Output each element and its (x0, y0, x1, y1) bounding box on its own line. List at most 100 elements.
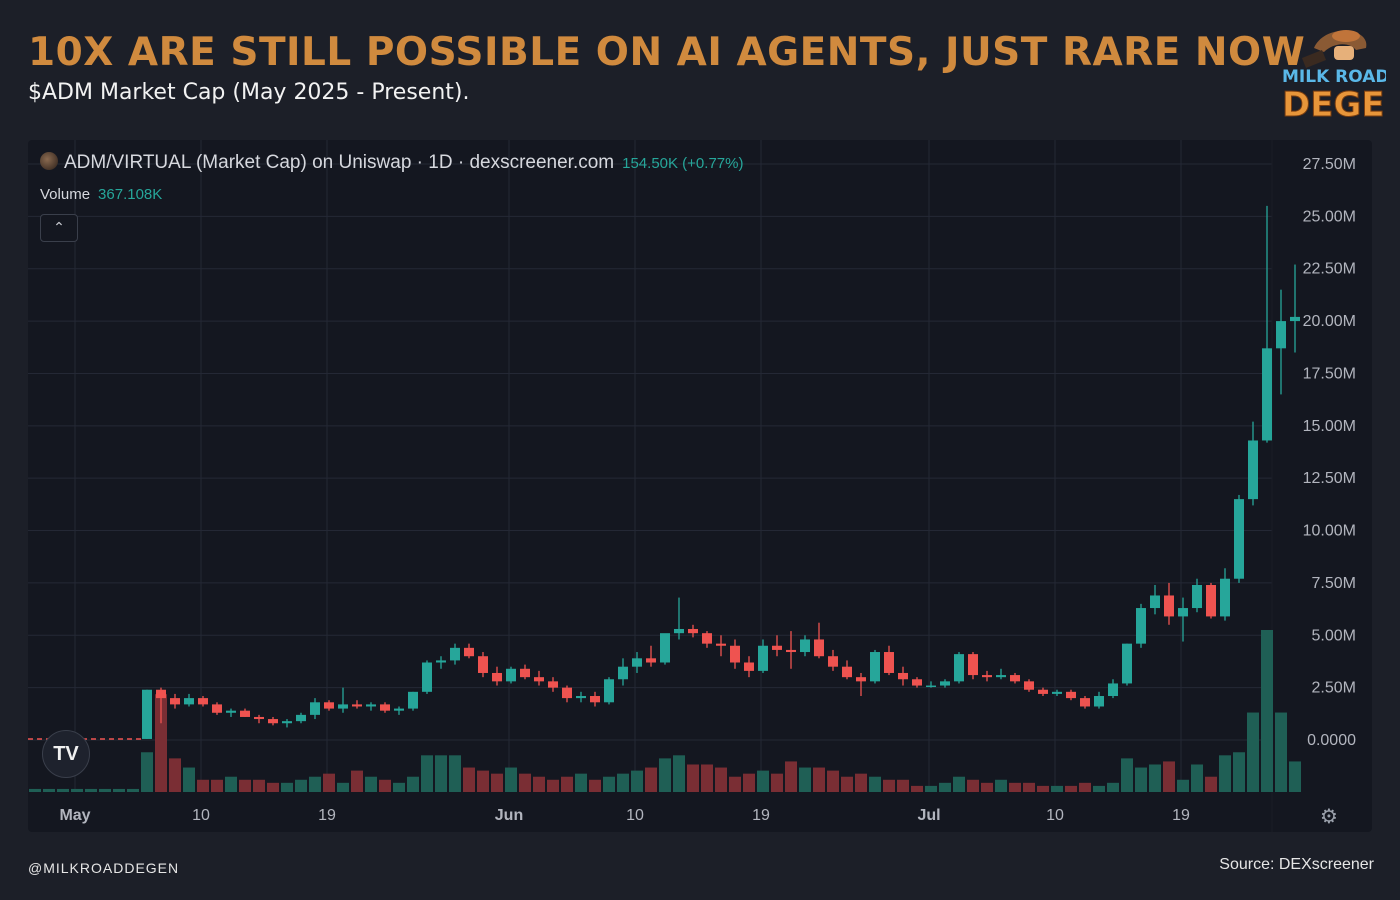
candle (1164, 595, 1174, 617)
candle (702, 633, 712, 644)
volume-label: Volume (40, 186, 91, 203)
candle (730, 645, 740, 663)
candle (226, 710, 236, 713)
candle (170, 698, 180, 705)
volume-bar (519, 773, 531, 792)
candle (1206, 585, 1216, 617)
candle (786, 649, 796, 653)
gear-icon[interactable]: ⚙ (1320, 804, 1338, 828)
candle (1066, 691, 1076, 699)
candle (1136, 608, 1146, 644)
volume-bar (883, 779, 895, 792)
volume-bar (995, 779, 1007, 792)
candle (520, 668, 530, 678)
y-tick-label: 12.50M (1303, 470, 1356, 487)
x-tick-label: Jul (917, 807, 940, 824)
candle (576, 696, 586, 699)
volume-bar (1079, 782, 1091, 792)
candle (1276, 321, 1286, 349)
candle (548, 681, 558, 688)
candle (1094, 696, 1104, 707)
candle (884, 652, 894, 673)
candle (758, 645, 768, 671)
y-tick-label: 7.50M (1312, 575, 1356, 592)
volume-bar (351, 770, 363, 792)
candle (562, 687, 572, 699)
volume-bar (533, 776, 545, 792)
volume-bar (169, 758, 181, 792)
volume-bar (1135, 767, 1147, 792)
volume-bar (1289, 761, 1301, 792)
volume-bar (1233, 752, 1245, 792)
y-tick-label: 2.50M (1312, 680, 1356, 697)
volume-bar (1219, 755, 1231, 792)
volume-bar (1261, 630, 1273, 792)
volume-bar (127, 788, 139, 792)
volume-bar (939, 782, 951, 792)
candle (422, 662, 432, 692)
svg-text:MILK ROAD: MILK ROAD (1282, 67, 1386, 87)
y-tick-label: 5.00M (1312, 627, 1356, 644)
y-tick-label: 22.50M (1303, 261, 1356, 278)
candle (856, 677, 866, 682)
volume-bar (631, 770, 643, 792)
volume-bar (323, 773, 335, 792)
candle (464, 647, 474, 657)
volume-bar (295, 779, 307, 792)
volume-bar (1037, 785, 1049, 792)
volume-bar (771, 773, 783, 792)
volume-bar (1009, 782, 1021, 792)
candle (478, 656, 488, 673)
chart-panel[interactable]: 0.0000 2.50M 5.00M 7.50M 10.00M 12.50M 15.00M 1… (28, 140, 1372, 832)
volume-bar (99, 788, 111, 792)
tradingview-logo[interactable]: TV (42, 730, 90, 778)
candle (366, 704, 376, 707)
volume-bar (701, 764, 713, 792)
volume-value: 367.108K (98, 186, 163, 203)
chevron-up-icon: ⌃ (53, 220, 65, 236)
volume-bar (1107, 782, 1119, 792)
volume-bar (743, 773, 755, 792)
volume-bar (547, 779, 559, 792)
token-avatar-icon (40, 152, 58, 170)
candle (310, 702, 320, 715)
candle (1248, 440, 1258, 500)
candle (408, 691, 418, 709)
svg-text:DEGEN: DEGEN (1282, 85, 1386, 125)
candle (268, 719, 278, 724)
x-tick-label: 19 (318, 807, 336, 824)
candle (1220, 578, 1230, 617)
candle (394, 708, 404, 711)
candle (1234, 499, 1244, 579)
y-tick-label: 15.00M (1303, 418, 1356, 435)
y-tick-label: 0.0000 (1307, 732, 1356, 749)
volume-bar (407, 776, 419, 792)
candle (184, 698, 194, 705)
candle (212, 704, 222, 713)
candle (800, 639, 810, 653)
volume-bar (617, 773, 629, 792)
volume-bar (211, 779, 223, 792)
candle (380, 704, 390, 711)
candle (1038, 689, 1048, 694)
candle (1122, 643, 1132, 684)
volume-bar (253, 779, 265, 792)
candlestick-chart[interactable]: 0.0000 2.50M 5.00M 7.50M 10.00M 12.50M 15.00M 1… (28, 140, 1372, 832)
candle (996, 675, 1006, 678)
candle (688, 628, 698, 634)
candle (1178, 608, 1188, 617)
x-tick-label: 10 (1046, 807, 1064, 824)
volume-bar (1163, 761, 1175, 792)
candle (1080, 698, 1090, 707)
candle (814, 639, 824, 657)
candle (282, 721, 292, 724)
collapse-legend-button[interactable]: ⌃ (40, 214, 78, 242)
candle (1150, 595, 1160, 609)
volume-bar (435, 755, 447, 792)
volume-bar (645, 767, 657, 792)
volume-bar (827, 770, 839, 792)
volume-bar (589, 779, 601, 792)
volume-bar (855, 773, 867, 792)
candle (1052, 691, 1062, 694)
volume-bar (267, 782, 279, 792)
